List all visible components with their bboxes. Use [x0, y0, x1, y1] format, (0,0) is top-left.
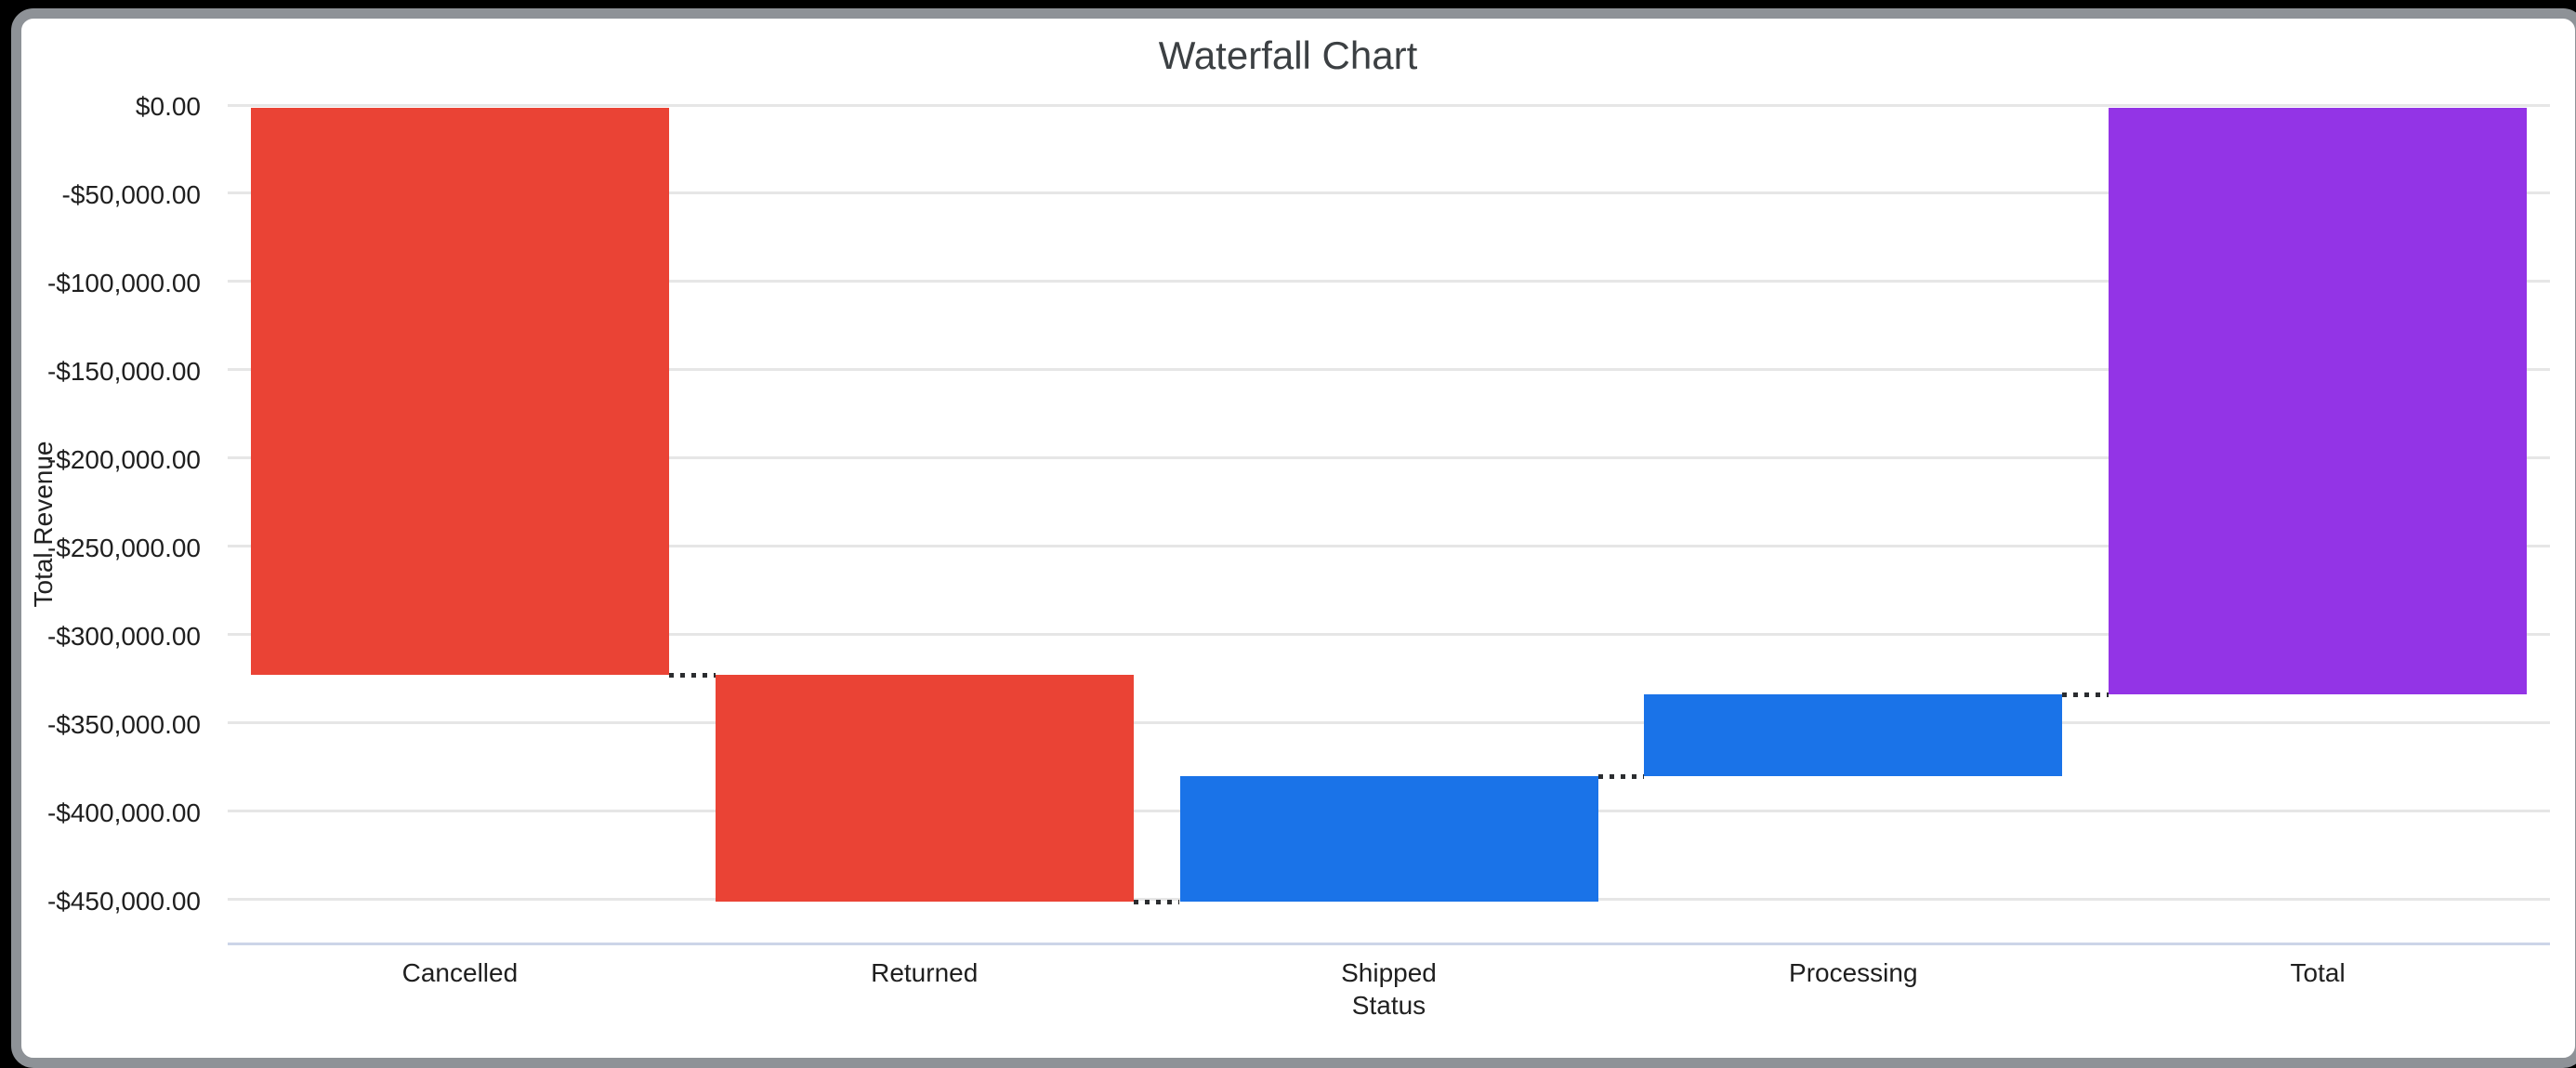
bar-total[interactable]	[2109, 108, 2528, 695]
bar-processing[interactable]	[1644, 694, 2063, 776]
y-tick-label: -$350,000.00	[46, 709, 201, 739]
y-tick-label: -$450,000.00	[46, 886, 201, 916]
x-category-label: Returned	[871, 958, 979, 987]
waterfall-connector	[2062, 692, 2109, 698]
y-tick-label: -$250,000.00	[46, 533, 201, 562]
bar-shipped[interactable]	[1179, 775, 1598, 903]
gridline	[228, 368, 2550, 372]
waterfall-connector	[668, 673, 716, 679]
gridline	[228, 721, 2550, 725]
x-category-label: Cancelled	[401, 958, 519, 987]
y-tick-label: -$300,000.00	[46, 621, 201, 651]
waterfall-connector	[1133, 900, 1180, 905]
x-axis-baseline	[228, 943, 2550, 945]
y-tick-label: -$100,000.00	[46, 268, 201, 297]
gridline	[228, 280, 2550, 283]
y-tick-label: $0.00	[135, 92, 201, 121]
x-axis-title: Status	[1351, 991, 1426, 1020]
y-tick-label: -$400,000.00	[46, 798, 201, 827]
y-tick-label: -$150,000.00	[46, 356, 201, 386]
y-tick-label: -$200,000.00	[46, 444, 201, 474]
chart-title: Waterfall Chart	[1158, 33, 1418, 77]
bar-cancelled[interactable]	[250, 108, 669, 676]
gridline	[228, 103, 2550, 107]
gridline	[228, 191, 2550, 195]
gridline	[228, 545, 2550, 548]
gridline	[228, 456, 2550, 460]
gridline	[228, 633, 2550, 637]
x-category-label: Shipped	[1341, 958, 1437, 987]
bar-returned[interactable]	[715, 675, 1134, 903]
waterfall-connector	[1597, 773, 1645, 779]
x-category-label: Processing	[1789, 958, 1918, 987]
x-category-label: Total	[2290, 958, 2346, 987]
y-tick-label: -$50,000.00	[61, 179, 201, 209]
